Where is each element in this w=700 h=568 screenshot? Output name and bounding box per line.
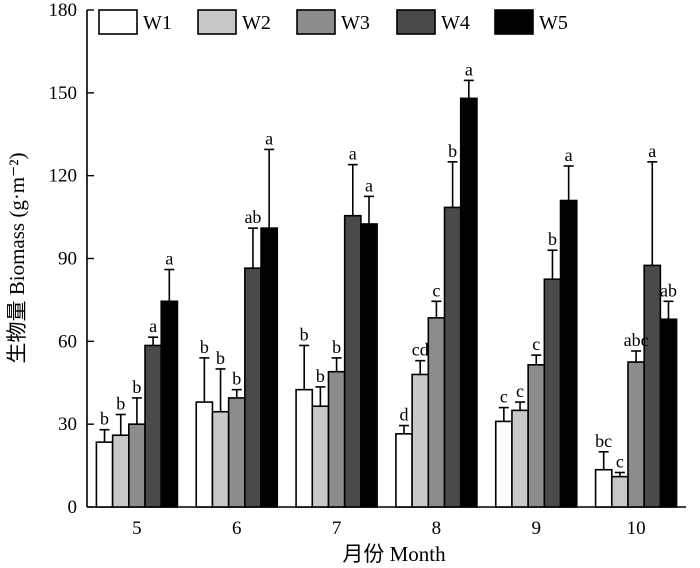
bar xyxy=(494,420,513,508)
bar xyxy=(427,317,446,508)
bar xyxy=(511,409,529,508)
y-tick-label: 180 xyxy=(49,0,78,21)
bar xyxy=(128,423,146,508)
significance-label: b xyxy=(132,377,141,397)
significance-label: b xyxy=(332,337,341,357)
significance-label: ab xyxy=(660,280,677,300)
significance-label: d xyxy=(400,405,409,425)
y-tick-label: 120 xyxy=(49,166,78,187)
bar xyxy=(627,361,645,508)
significance-label: c xyxy=(516,381,524,401)
y-tick-label: 0 xyxy=(68,497,78,518)
bar xyxy=(559,199,578,508)
bar xyxy=(260,227,279,508)
legend-swatch xyxy=(98,9,138,35)
legend: W1 W2 W3 W4 W5 xyxy=(98,9,568,35)
bar xyxy=(459,97,478,508)
legend-swatch xyxy=(396,9,436,35)
significance-label: bc xyxy=(595,431,612,451)
bar xyxy=(395,433,413,508)
significance-label: a xyxy=(149,316,157,336)
significance-label: a xyxy=(565,145,573,165)
y-tick-label: 90 xyxy=(58,249,77,270)
legend-swatch xyxy=(494,9,534,35)
bar xyxy=(111,434,130,508)
significance-label: a xyxy=(365,175,373,195)
bar xyxy=(343,214,362,508)
y-tick-label: 60 xyxy=(58,331,77,352)
significance-label: c xyxy=(532,334,540,354)
legend-label: W3 xyxy=(341,12,370,34)
significance-label: b xyxy=(116,394,125,414)
bar xyxy=(311,405,330,508)
bar xyxy=(195,401,214,508)
bar xyxy=(643,264,662,508)
significance-label: a xyxy=(349,144,357,164)
bar xyxy=(144,344,163,508)
legend-swatch xyxy=(296,9,336,35)
x-tick-label: 8 xyxy=(432,518,442,539)
x-axis-title: 月份 Month xyxy=(342,542,446,566)
bar xyxy=(659,318,678,508)
significance-label: a xyxy=(465,59,473,79)
y-tick-label: 30 xyxy=(58,414,77,435)
significance-label: a xyxy=(648,141,656,161)
bar xyxy=(244,267,262,508)
significance-label: b xyxy=(448,141,457,161)
significance-label: a xyxy=(165,249,173,269)
significance-label: c xyxy=(616,451,624,471)
x-tick-label: 10 xyxy=(627,518,646,539)
x-tick-label: 5 xyxy=(132,518,142,539)
legend-swatch xyxy=(197,9,237,35)
bar xyxy=(295,388,314,508)
bar xyxy=(160,300,179,508)
significance-label: b xyxy=(100,409,109,429)
legend-label: W4 xyxy=(441,12,470,34)
significance-label: b xyxy=(300,324,309,344)
significance-label: cd xyxy=(412,340,429,360)
significance-label: b xyxy=(200,337,209,357)
bar xyxy=(543,278,562,508)
bar xyxy=(227,397,246,508)
significance-label: c xyxy=(432,280,440,300)
bar xyxy=(360,223,378,508)
bar xyxy=(411,373,430,508)
significance-label: abc xyxy=(624,330,649,350)
bar xyxy=(443,206,462,508)
significance-label: a xyxy=(265,128,273,148)
y-tick-label: 150 xyxy=(49,83,78,104)
significance-label: ab xyxy=(244,207,261,227)
significance-label: b xyxy=(232,369,241,389)
x-tick-label: 6 xyxy=(232,518,242,539)
bars-layer xyxy=(95,79,678,508)
bar xyxy=(610,475,629,508)
significance-label: b xyxy=(316,366,325,386)
x-tick-label: 9 xyxy=(532,518,542,539)
bar xyxy=(95,441,114,508)
significance-label: c xyxy=(500,387,508,407)
bar xyxy=(327,370,346,508)
legend-label: W1 xyxy=(143,12,172,34)
significance-label: b xyxy=(548,229,557,249)
legend-label: W5 xyxy=(539,12,568,34)
y-axis-title: 生物量 Biomass (g·m⁻²) xyxy=(5,152,29,363)
significance-label: b xyxy=(216,348,225,368)
legend-label: W2 xyxy=(242,12,271,34)
x-tick-label: 7 xyxy=(332,518,342,539)
bar xyxy=(527,364,546,508)
bar xyxy=(594,468,613,508)
bar xyxy=(211,410,230,508)
